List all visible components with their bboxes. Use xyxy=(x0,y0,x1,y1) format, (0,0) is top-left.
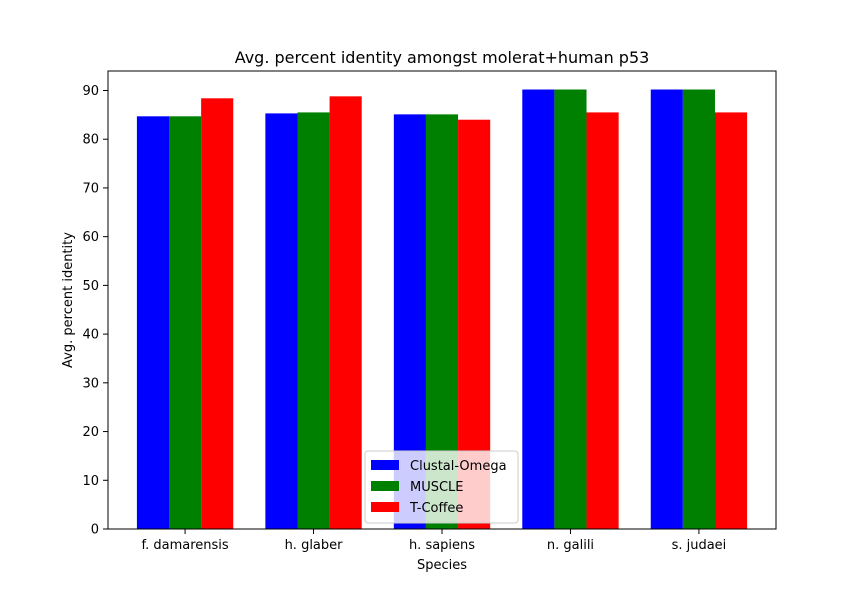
x-tick-label: h. sapiens xyxy=(409,538,475,553)
y-tick-label: 60 xyxy=(82,230,99,245)
bar-muscle-h-glaber xyxy=(297,112,330,529)
x-tick-label: h. glaber xyxy=(285,538,344,553)
legend-label: MUSCLE xyxy=(410,480,464,495)
bar-t-coffee-n-galili xyxy=(586,112,619,529)
x-tick-label: n. galili xyxy=(547,538,594,553)
y-tick-label: 70 xyxy=(82,181,99,196)
y-tick-label: 80 xyxy=(82,133,99,148)
bar-muscle-s-judaei xyxy=(682,89,715,529)
bar-clustal-omega-f-damarensis xyxy=(136,116,170,529)
y-tick-label: 40 xyxy=(82,328,99,343)
bar-t-coffee-f-damarensis xyxy=(201,98,234,529)
y-tick-label: 50 xyxy=(82,279,99,294)
bar-muscle-n-galili xyxy=(554,89,587,529)
y-axis-label: Avg. percent identity xyxy=(61,232,76,368)
y-tick-label: 90 xyxy=(82,84,99,99)
y-axis: 0 10 20 30 40 50 60 70 80 90 xyxy=(82,84,108,538)
bar-t-coffee-h-glaber xyxy=(329,96,362,529)
bar-clustal-omega-s-judaei xyxy=(650,89,683,529)
legend-label: Clustal-Omega xyxy=(410,459,507,474)
bar-muscle-f-damarensis xyxy=(169,116,202,529)
chart-title: Avg. percent identity amongst molerat+hu… xyxy=(235,48,650,67)
y-tick-label: 0 xyxy=(91,523,99,538)
legend-swatch xyxy=(371,460,399,470)
legend-box xyxy=(364,450,519,524)
y-tick-label: 30 xyxy=(82,376,99,391)
legend-label: T-Coffee xyxy=(409,501,463,516)
x-axis: f. damarensis h. glaber h. sapiens n. galil… xyxy=(141,529,726,553)
plot-frame xyxy=(107,70,777,530)
x-tick-label: s. judaei xyxy=(672,538,727,553)
bar-clustal-omega-n-galili xyxy=(522,89,555,529)
bar-clustal-omega-h-glaber xyxy=(265,113,298,529)
legend: Clustal-Omega MUSCLE T-Coffee xyxy=(364,450,519,524)
y-tick-label: 10 xyxy=(82,474,99,489)
legend-swatch xyxy=(371,481,399,491)
legend-swatch xyxy=(371,502,399,512)
bar-t-coffee-s-judaei xyxy=(714,112,748,529)
y-tick-label: 20 xyxy=(82,425,99,440)
x-axis-label: Species xyxy=(417,558,467,573)
x-tick-label: f. damarensis xyxy=(141,538,228,553)
